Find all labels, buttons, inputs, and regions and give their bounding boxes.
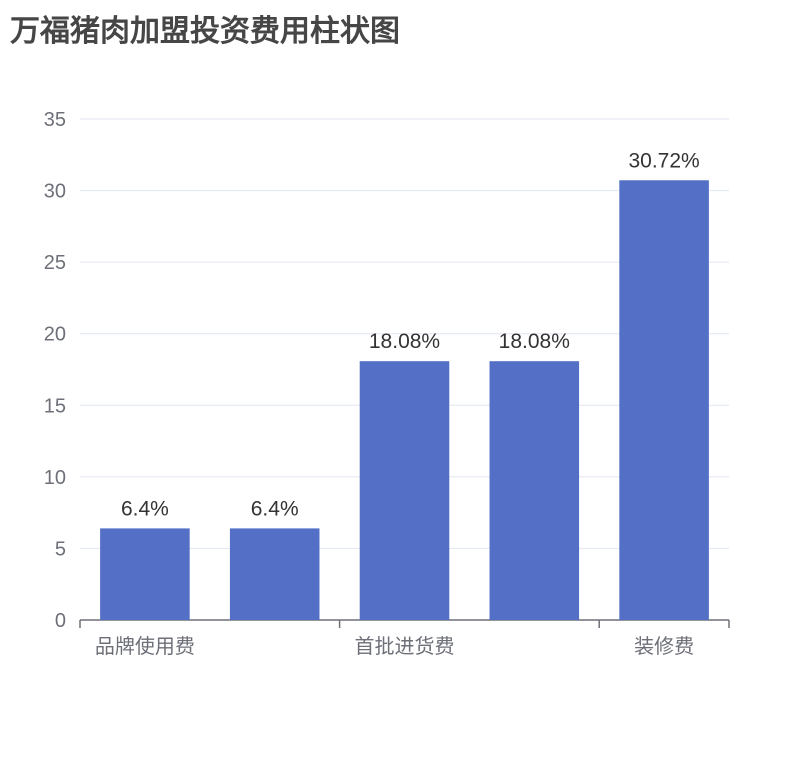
data-label: 30.72% xyxy=(628,149,699,172)
data-label: 6.4% xyxy=(121,497,169,520)
y-tick-label: 20 xyxy=(44,324,66,346)
data-label: 18.08% xyxy=(369,330,440,353)
chart-title: 万福猪肉加盟投资费用柱状图 xyxy=(10,14,400,49)
bar xyxy=(489,361,580,620)
bar xyxy=(619,180,709,620)
bar xyxy=(359,361,450,620)
bar xyxy=(100,528,190,620)
y-tick-label: 30 xyxy=(44,181,66,203)
y-tick-label: 15 xyxy=(44,395,66,417)
y-tick-label: 0 xyxy=(55,610,66,632)
x-tick-label: 品牌使用费 xyxy=(95,634,195,658)
data-label: 18.08% xyxy=(499,330,570,353)
bar xyxy=(229,528,320,620)
y-tick-label: 35 xyxy=(44,109,66,131)
data-label: 6.4% xyxy=(251,497,299,520)
y-tick-label: 10 xyxy=(44,467,66,489)
y-tick-label: 5 xyxy=(55,538,66,560)
x-tick-label: 首批进货费 xyxy=(355,634,455,658)
y-tick-label: 25 xyxy=(44,252,66,274)
x-tick-label: 装修费 xyxy=(634,634,694,658)
